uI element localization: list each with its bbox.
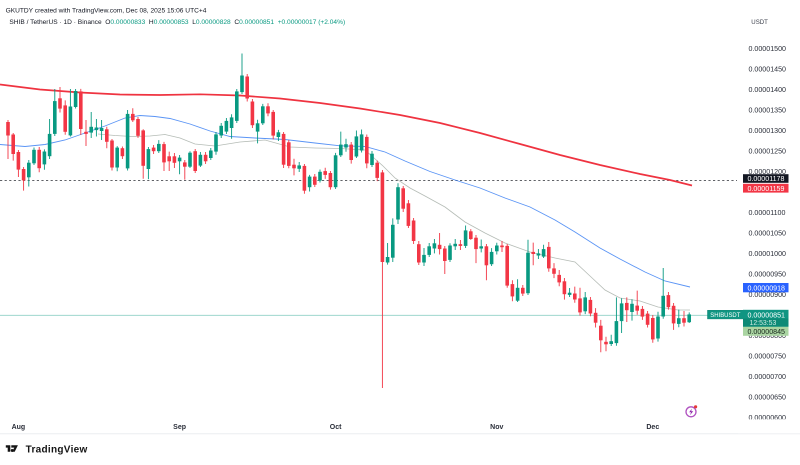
svg-text:Nov: Nov xyxy=(490,424,503,431)
svg-text:SHIBUSDT: SHIBUSDT xyxy=(710,313,740,319)
svg-text:Oct: Oct xyxy=(330,424,342,431)
svg-text:0.00001400: 0.00001400 xyxy=(749,86,787,94)
svg-text:Sep: Sep xyxy=(173,424,186,431)
svg-text:SHIB / TetherUS · 1D · Binance: SHIB / TetherUS · 1D · Binance O0.000008… xyxy=(9,19,345,26)
svg-text:TradingView: TradingView xyxy=(26,444,88,455)
svg-text:0.00000650: 0.00000650 xyxy=(749,393,787,401)
svg-text:0.00000700: 0.00000700 xyxy=(749,373,787,381)
svg-text:0.00001300: 0.00001300 xyxy=(749,127,787,135)
svg-text:0.00001100: 0.00001100 xyxy=(749,209,786,217)
svg-text:GKUTDY created with TradingVie: GKUTDY created with TradingView.com, Dec… xyxy=(6,8,207,15)
svg-text:0.00001350: 0.00001350 xyxy=(749,106,787,114)
svg-text:0.00001200: 0.00001200 xyxy=(749,168,787,176)
svg-text:Dec: Dec xyxy=(646,424,659,431)
svg-text:0.00000800: 0.00000800 xyxy=(749,332,787,340)
svg-text:0.00000851: 0.00000851 xyxy=(748,311,786,319)
svg-text:0.00001000: 0.00001000 xyxy=(749,250,787,258)
svg-text:Aug: Aug xyxy=(12,424,26,431)
svg-text:0.00001050: 0.00001050 xyxy=(749,230,787,238)
svg-text:12:53:53: 12:53:53 xyxy=(750,320,777,327)
svg-text:0.00001450: 0.00001450 xyxy=(749,66,787,74)
svg-text:0.00001250: 0.00001250 xyxy=(749,148,787,156)
svg-text:0.00001178: 0.00001178 xyxy=(748,175,785,183)
svg-text:0.00001159: 0.00001159 xyxy=(748,185,785,193)
svg-text:USDT: USDT xyxy=(751,19,768,26)
svg-text:0.00000845: 0.00000845 xyxy=(748,328,786,336)
svg-text:0.00000600: 0.00000600 xyxy=(749,414,787,422)
svg-text:0.00000750: 0.00000750 xyxy=(749,352,787,360)
svg-text:0.00000918: 0.00000918 xyxy=(748,284,786,292)
svg-text:0.00001500: 0.00001500 xyxy=(749,45,787,53)
svg-text:0.00000950: 0.00000950 xyxy=(749,270,787,278)
svg-text:0.00000900: 0.00000900 xyxy=(749,291,787,299)
